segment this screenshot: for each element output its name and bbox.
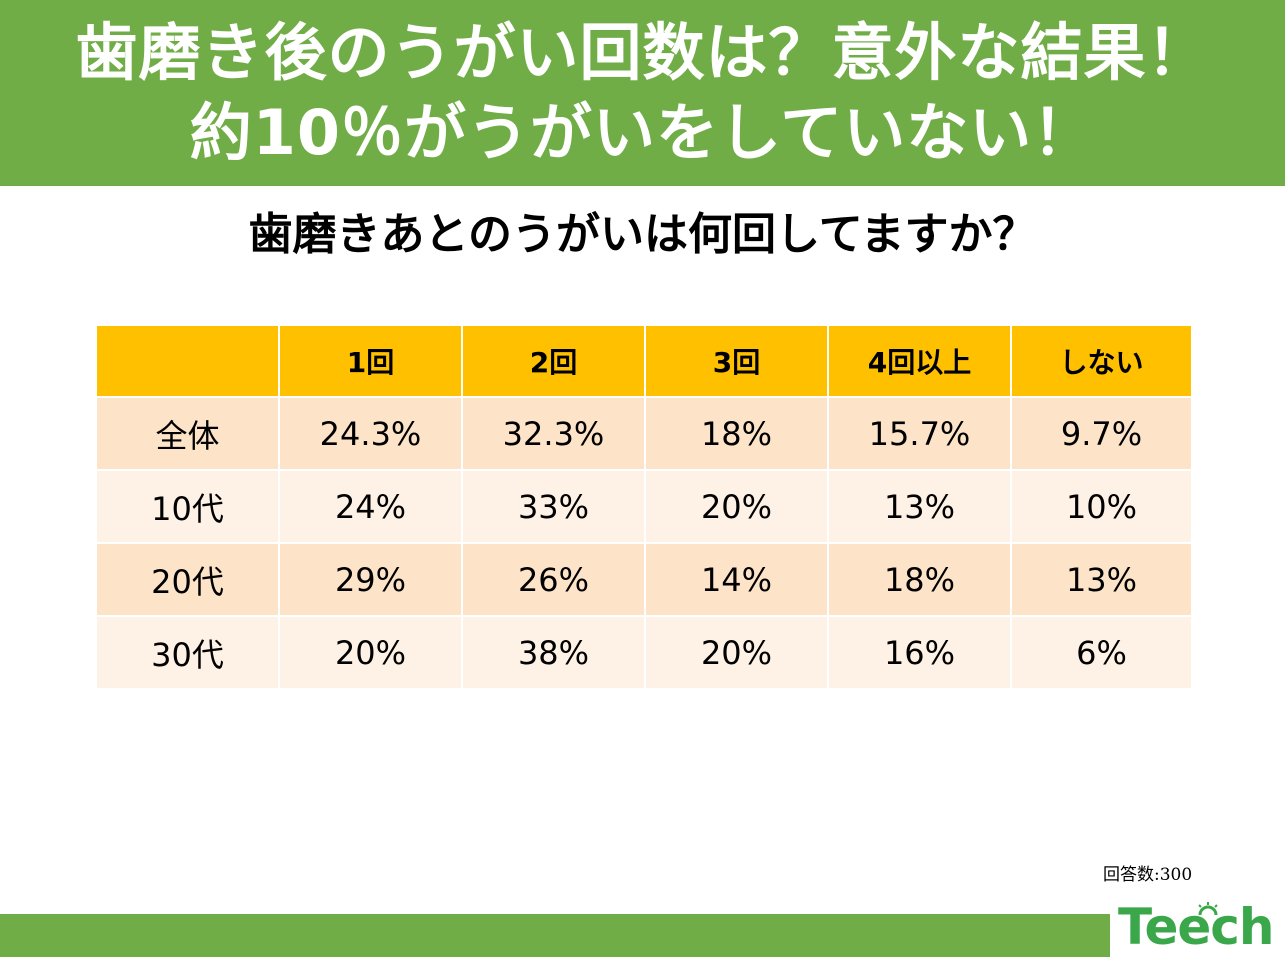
title-banner: 歯磨き後のうがい回数は？意外な結果！ 約10％がうがいをしていない！ — [0, 0, 1285, 186]
footer-bar — [0, 914, 1285, 957]
title-line-2: 約10％がうがいをしていない！ — [189, 96, 1096, 169]
header-cell-none: しない — [1010, 324, 1193, 398]
table-cell: 18% — [644, 396, 829, 471]
title-line-1: 歯磨き後のうがい回数は？意外な結果！ — [75, 16, 1210, 89]
row-label: 全体 — [95, 396, 280, 471]
table-cell: 20% — [278, 615, 463, 690]
table-header-row: 1回 2回 3回 4回以上 しない — [95, 324, 1193, 398]
logo-bulb-icon — [1198, 902, 1218, 916]
table-cell: 10% — [1010, 469, 1193, 544]
header-cell-4x-plus: 4回以上 — [827, 324, 1012, 398]
teech-logo: Teech — [1118, 898, 1275, 956]
table-cell: 13% — [1010, 542, 1193, 617]
header-cell-2x: 2回 — [461, 324, 646, 398]
table-row: 30代 20% 38% 20% 16% 6% — [95, 615, 1193, 690]
table-cell: 18% — [827, 542, 1012, 617]
table-cell: 15.7% — [827, 396, 1012, 471]
logo-background — [1110, 896, 1285, 957]
header-cell-empty — [95, 324, 280, 398]
table-cell: 38% — [461, 615, 646, 690]
table-cell: 29% — [278, 542, 463, 617]
respondent-count: 回答数:300 — [1103, 865, 1193, 885]
row-label: 20代 — [95, 542, 280, 617]
table-cell: 16% — [827, 615, 1012, 690]
table-cell: 33% — [461, 469, 646, 544]
table-cell: 24% — [278, 469, 463, 544]
table-cell: 32.3% — [461, 396, 646, 471]
table-cell: 24.3% — [278, 396, 463, 471]
table-cell: 9.7% — [1010, 396, 1193, 471]
table-cell: 20% — [644, 615, 829, 690]
row-label: 10代 — [95, 469, 280, 544]
header-cell-1x: 1回 — [278, 324, 463, 398]
table-row: 全体 24.3% 32.3% 18% 15.7% 9.7% — [95, 396, 1193, 471]
table-cell: 13% — [827, 469, 1012, 544]
table-cell: 26% — [461, 542, 646, 617]
table-cell: 20% — [644, 469, 829, 544]
table-cell: 6% — [1010, 615, 1193, 690]
table-row: 20代 29% 26% 14% 18% 13% — [95, 542, 1193, 617]
header-cell-3x: 3回 — [644, 324, 829, 398]
table-cell: 14% — [644, 542, 829, 617]
survey-question: 歯磨きあとのうがいは何回してますか？ — [248, 209, 1037, 260]
row-label: 30代 — [95, 615, 280, 690]
table-row: 10代 24% 33% 20% 13% 10% — [95, 469, 1193, 544]
results-table: 1回 2回 3回 4回以上 しない 全体 24.3% 32.3% 18% 15.… — [95, 324, 1193, 690]
